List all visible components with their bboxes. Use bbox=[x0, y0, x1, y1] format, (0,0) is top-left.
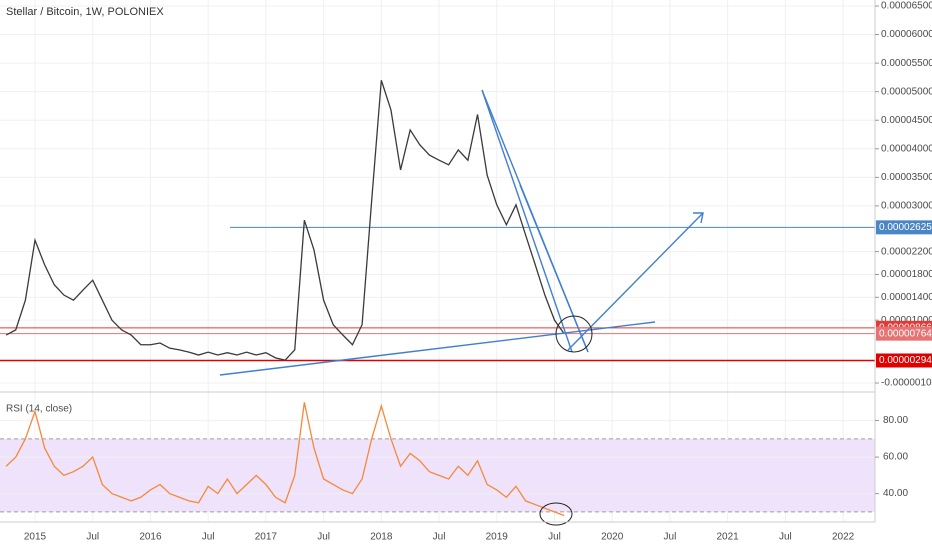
x-tick-label: 2017 bbox=[255, 532, 278, 543]
price-label-box bbox=[876, 326, 932, 341]
rsi-line bbox=[5, 402, 565, 517]
y-tick-label: 0.00006000 bbox=[881, 29, 932, 40]
y-tick-label: 0.00003500 bbox=[881, 172, 932, 183]
y-tick-label: 0.00005000 bbox=[881, 86, 932, 97]
x-tick-label: 2018 bbox=[370, 532, 393, 543]
drawings bbox=[219, 89, 704, 526]
axes: 2015 Jul 2016 Jul 2017 Jul 2018 Jul 2019 Jul 2020 J… bbox=[24, 1, 932, 543]
y-tick-label: 0.00004000 bbox=[881, 143, 932, 154]
y-tick-label: 0.00001400 bbox=[881, 292, 932, 303]
y-tick-label: 0.00002200 bbox=[881, 246, 932, 257]
y-tick-label: 0.00005500 bbox=[881, 58, 932, 69]
x-tick-label: 2022 bbox=[832, 532, 855, 543]
x-tick-label: 2019 bbox=[486, 532, 509, 543]
arrow-head bbox=[693, 212, 704, 224]
x-tick-label: 2015 bbox=[24, 532, 47, 543]
circle-mark bbox=[539, 502, 573, 526]
x-tick-label: 2021 bbox=[717, 532, 740, 543]
x-tick-label: Jul bbox=[317, 532, 330, 543]
x-tick-label: Jul bbox=[433, 532, 446, 543]
y-tick-label: -0.00000100 bbox=[881, 378, 932, 389]
price-label-box bbox=[876, 353, 932, 368]
price-label: 0.00000294 bbox=[879, 355, 932, 366]
y-tick-label: 0.00004500 bbox=[881, 115, 932, 126]
price-label: 0.00000764 bbox=[879, 328, 932, 339]
rsi-tick-label: 40.00 bbox=[883, 488, 908, 499]
rsi-tick-label: 80.00 bbox=[883, 415, 908, 426]
support-trendline bbox=[219, 321, 656, 376]
price-line-series bbox=[5, 80, 565, 361]
rsi-tick-label: 60.00 bbox=[883, 452, 908, 463]
chart-title: Stellar / Bitcoin, 1W, POLONIEX bbox=[6, 6, 164, 18]
x-tick-label: Jul bbox=[86, 532, 99, 543]
x-tick-label: Jul bbox=[664, 532, 677, 543]
y-tick-label: 0.00001800 bbox=[881, 269, 932, 280]
x-tick-label: 2016 bbox=[139, 532, 162, 543]
rsi-title: RSI (14, close) bbox=[6, 404, 72, 415]
circle-mark bbox=[555, 315, 593, 353]
x-tick-label: Jul bbox=[779, 532, 792, 543]
y-tick-label: 0.00006500 bbox=[881, 1, 932, 12]
wedge-line bbox=[481, 89, 573, 353]
y-tick-label: 0.00001000 bbox=[881, 315, 932, 326]
wedge-line bbox=[519, 184, 589, 353]
price-label-box bbox=[876, 220, 932, 235]
y-tick-label: 0.00003000 bbox=[881, 201, 932, 212]
price-label: 0.00002625 bbox=[879, 222, 932, 233]
x-tick-label: 2020 bbox=[601, 532, 624, 543]
plot bbox=[0, 80, 875, 517]
x-tick-label: Jul bbox=[548, 532, 561, 543]
x-tick-label: Jul bbox=[202, 532, 215, 543]
